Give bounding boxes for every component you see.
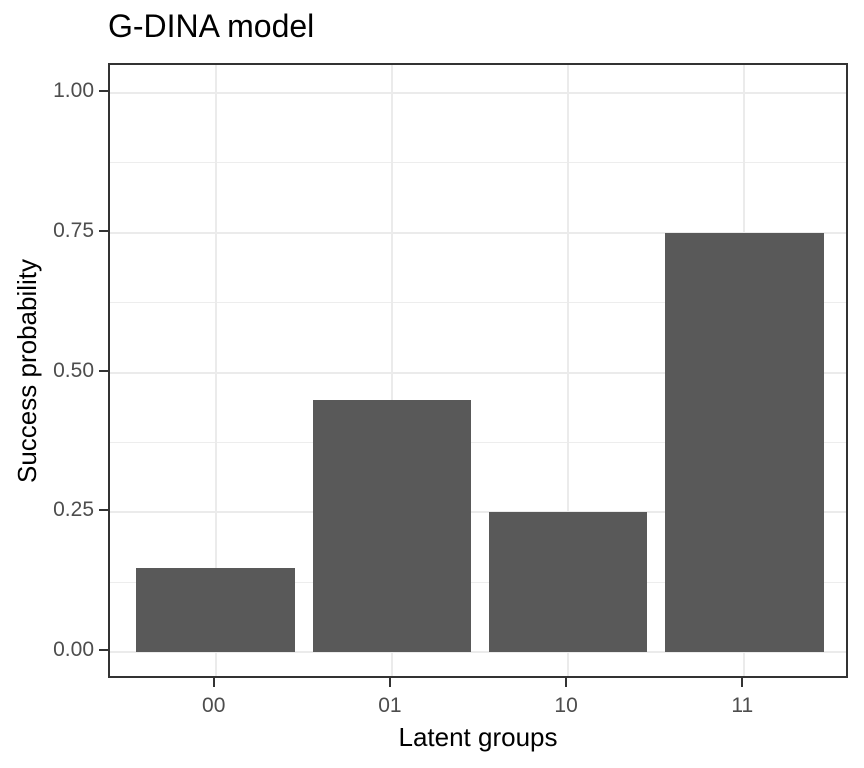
y-gridline-minor [110,441,846,443]
x-tick-label: 00 [202,694,226,717]
y-tick-label: 0.50 [53,358,94,382]
x-gridline-major [214,65,217,676]
y-tick-label: 0.00 [53,638,94,662]
x-tick-label: 01 [378,694,402,717]
y-tick-mark [99,89,108,92]
y-gridline-major [110,651,846,654]
x-gridline-major [567,65,570,676]
x-tick-mark [388,678,391,687]
x-tick-mark [565,678,568,687]
y-tick-mark [99,229,108,232]
y-tick-label: 1.00 [53,78,94,102]
y-axis-title: Success probability [12,258,42,483]
x-tick-label: 10 [554,694,578,717]
bar-00 [136,568,295,653]
y-gridline-major [110,511,846,514]
x-tick-label: 11 [731,694,754,717]
y-gridline-major [110,371,846,374]
bar-11 [665,232,824,653]
y-tick-label: 0.75 [53,218,94,242]
x-tick-mark [212,678,215,687]
chart-title: G-DINA model [108,8,315,44]
y-tick-mark [99,509,108,512]
y-gridline-major [110,91,846,94]
x-axis-title: Latent groups [398,722,558,752]
bar-10 [488,512,648,653]
y-gridline-major [110,231,846,234]
y-tick-mark [99,369,108,372]
x-gridline-major [390,65,393,676]
y-gridline-minor [110,162,846,164]
y-tick-label: 0.25 [53,498,94,522]
y-gridline-minor [110,302,846,304]
plot-panel [108,63,848,678]
y-tick-mark [99,649,108,652]
y-gridline-minor [110,581,846,583]
x-tick-mark [741,678,744,687]
bar-01 [312,400,472,653]
